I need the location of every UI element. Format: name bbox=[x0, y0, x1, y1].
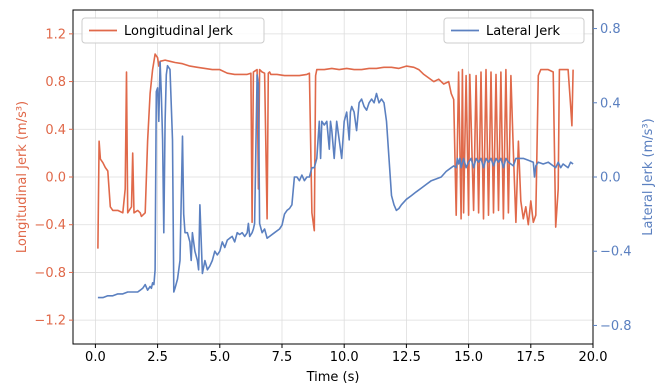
x-tick-label: 17.5 bbox=[516, 350, 545, 365]
legend-lateral: Lateral Jerk bbox=[443, 17, 585, 44]
x-tick-label: 7.5 bbox=[272, 350, 293, 365]
legend-box bbox=[81, 17, 265, 44]
left-y-tick-label: 1.2 bbox=[45, 27, 66, 42]
x-tick-label: 5.0 bbox=[209, 350, 230, 365]
x-tick-label: 15.0 bbox=[454, 350, 483, 365]
left-y-tick-label: 0.8 bbox=[45, 75, 66, 90]
axes: 0.0 2.5 5.0 7.5 10.0 12.5 15.0 17.5 20.0 −1.2 −0.8… bbox=[34, 9, 632, 365]
plot-area bbox=[97, 53, 574, 299]
legend-label: Lateral Jerk bbox=[486, 24, 561, 39]
left-y-axis-title: Longitudinal Jerk (m/s³) bbox=[15, 101, 30, 253]
longitudinal-jerk-line bbox=[97, 53, 574, 249]
x-tick-label: 20.0 bbox=[579, 350, 608, 365]
left-y-tick-label: −0.8 bbox=[34, 266, 66, 281]
x-tick-label: 12.5 bbox=[392, 350, 421, 365]
x-tick-label: 10.0 bbox=[330, 350, 359, 365]
legend-label: Longitudinal Jerk bbox=[124, 24, 233, 39]
left-y-tick-label: −1.2 bbox=[34, 314, 66, 329]
x-axis-title: Time (s) bbox=[306, 370, 360, 385]
left-y-tick-label: 0.4 bbox=[45, 123, 66, 138]
left-y-tick-label: 0.0 bbox=[45, 171, 66, 186]
x-tick-label: 2.5 bbox=[147, 350, 168, 365]
legends: Longitudinal Jerk Lateral Jerk bbox=[81, 17, 585, 44]
legend-longitudinal: Longitudinal Jerk bbox=[81, 17, 265, 44]
x-tick-label: 0.0 bbox=[85, 350, 106, 365]
right-y-tick-label: −0.4 bbox=[600, 245, 632, 260]
right-y-axis-title: Lateral Jerk (m/s³) bbox=[641, 118, 656, 235]
left-y-tick-label: −0.4 bbox=[34, 218, 66, 233]
lateral-jerk-line bbox=[97, 61, 574, 299]
right-y-tick-label: 0.4 bbox=[600, 96, 621, 111]
legend-box bbox=[443, 17, 585, 44]
right-y-tick-label: 0.0 bbox=[600, 171, 621, 186]
right-y-tick-label: 0.8 bbox=[600, 22, 621, 37]
right-y-tick-label: −0.8 bbox=[600, 319, 632, 334]
